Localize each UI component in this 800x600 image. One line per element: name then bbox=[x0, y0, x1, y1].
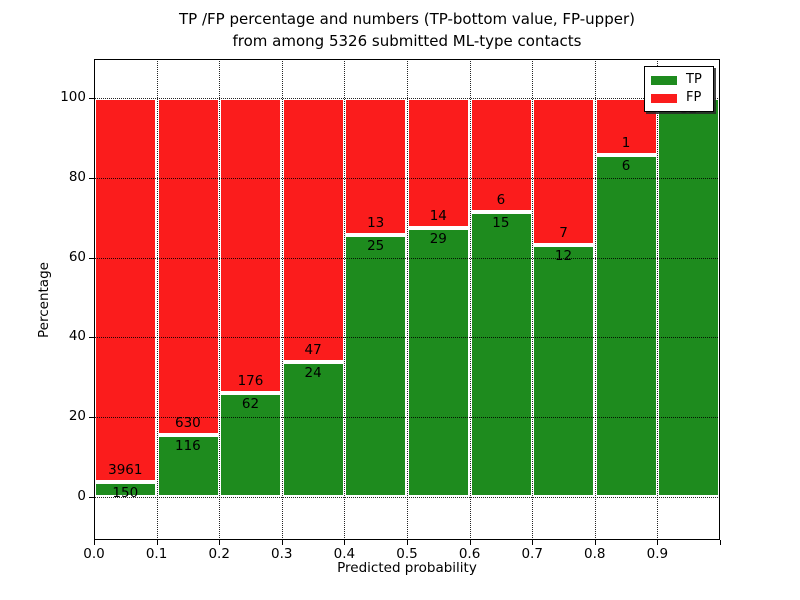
bar-fp-0 bbox=[94, 98, 158, 483]
chart-title-line1: TP /FP percentage and numbers (TP-bottom… bbox=[179, 10, 635, 28]
x-tick-label-2: 0.2 bbox=[208, 546, 230, 562]
x-tick-6 bbox=[469, 540, 471, 545]
bar-label-tp-7: 12 bbox=[554, 248, 573, 264]
x-tick-3 bbox=[281, 540, 283, 545]
bar-fp-4 bbox=[344, 98, 408, 235]
bar-tp-3 bbox=[281, 362, 345, 497]
bar-tp-7 bbox=[532, 245, 596, 497]
bar-label-tp-5: 29 bbox=[429, 230, 447, 247]
x-tick-label-3: 0.3 bbox=[271, 546, 293, 562]
bar-label-fp-5: 14 bbox=[429, 207, 447, 224]
legend: TP FP bbox=[644, 66, 714, 112]
gridline-v-4 bbox=[344, 59, 346, 540]
legend-swatch-tp bbox=[651, 75, 677, 85]
x-tick-0 bbox=[94, 540, 95, 545]
bar-tp-5 bbox=[407, 227, 471, 497]
x-tick-label-0: 0.0 bbox=[83, 546, 105, 562]
x-tick-label-4: 0.4 bbox=[333, 546, 356, 562]
y-tick-0 bbox=[89, 497, 94, 498]
bar-fp-6 bbox=[469, 98, 533, 212]
bar-label-tp-0: 150 bbox=[112, 485, 139, 502]
x-tick-label-5: 0.5 bbox=[396, 546, 418, 562]
legend-label-fp: FP bbox=[686, 90, 702, 105]
y-axis-label: Percentage bbox=[36, 262, 52, 338]
y-tick-80 bbox=[89, 177, 94, 179]
y-tick-label-0: 0 bbox=[77, 488, 86, 504]
x-tick-8 bbox=[594, 540, 596, 545]
gridline-h-20 bbox=[94, 417, 720, 419]
bar-fp-7 bbox=[532, 98, 596, 245]
plot-area: 3961150630116176624724132514296157121632 bbox=[94, 59, 721, 540]
gridline-v-1 bbox=[156, 59, 158, 540]
gridline-h-40 bbox=[94, 337, 720, 339]
bar-label-tp-1: 116 bbox=[175, 437, 201, 454]
y-tick-label-100: 100 bbox=[60, 89, 86, 105]
x-tick-label-1: 0.1 bbox=[145, 546, 168, 562]
gridline-v-2 bbox=[219, 59, 221, 540]
x-tick-7 bbox=[532, 540, 534, 545]
bar-label-fp-2: 176 bbox=[237, 373, 264, 390]
y-tick-100 bbox=[89, 98, 94, 99]
x-tick-label-8: 0.8 bbox=[584, 546, 606, 562]
bar-label-tp-3: 24 bbox=[304, 365, 322, 382]
bar-label-fp-4: 13 bbox=[367, 214, 385, 231]
bar-label-tp-2: 62 bbox=[241, 396, 260, 413]
gridline-v-7 bbox=[532, 59, 534, 540]
gridline-h-60 bbox=[94, 257, 720, 259]
bar-label-fp-1: 630 bbox=[175, 414, 201, 431]
gridline-v-5 bbox=[407, 59, 408, 540]
y-tick-60 bbox=[89, 257, 94, 259]
x-tick-2 bbox=[219, 540, 221, 545]
x-tick-5 bbox=[407, 540, 408, 545]
legend-label-tp: TP bbox=[686, 72, 702, 87]
bar-label-fp-8: 1 bbox=[621, 135, 631, 151]
x-tick-10 bbox=[720, 540, 721, 545]
bar-fp-5 bbox=[407, 98, 471, 228]
gridline-h-0 bbox=[94, 497, 720, 498]
y-tick-label-80: 80 bbox=[68, 168, 86, 185]
y-tick-label-20: 20 bbox=[68, 408, 86, 425]
legend-item-tp: TP bbox=[651, 71, 708, 89]
y-tick-20 bbox=[89, 417, 94, 419]
bar-label-fp-3: 47 bbox=[304, 342, 322, 359]
gridline-v-6 bbox=[469, 59, 471, 540]
bar-fp-3 bbox=[281, 98, 345, 363]
gridline-h-80 bbox=[94, 177, 720, 179]
x-tick-1 bbox=[156, 540, 158, 545]
bar-tp-9 bbox=[657, 98, 721, 497]
x-tick-label-6: 0.6 bbox=[458, 546, 481, 562]
bar-label-tp-4: 25 bbox=[367, 237, 385, 254]
bar-tp-0 bbox=[94, 482, 158, 497]
gridline-v-8 bbox=[594, 59, 596, 540]
y-tick-40 bbox=[89, 337, 94, 339]
gridline-h-100 bbox=[94, 98, 720, 99]
chart-title-line2: from among 5326 submitted ML-type contac… bbox=[232, 32, 582, 50]
gridline-v-9 bbox=[657, 59, 659, 540]
x-axis-label: Predicted probability bbox=[337, 560, 477, 576]
bar-label-fp-7: 7 bbox=[559, 225, 568, 241]
bar-tp-1 bbox=[156, 434, 220, 497]
bar-label-fp-0: 3961 bbox=[108, 462, 143, 479]
gridline-v-3 bbox=[281, 59, 283, 540]
bar-tp-8 bbox=[594, 155, 658, 497]
bar-label-tp-6: 15 bbox=[492, 215, 510, 231]
bar-tp-4 bbox=[344, 234, 408, 497]
legend-swatch-fp bbox=[651, 93, 677, 103]
legend-item-fp: FP bbox=[651, 89, 708, 107]
bar-label-fp-6: 6 bbox=[496, 192, 506, 208]
bar-fp-2 bbox=[219, 98, 283, 394]
bar-tp-2 bbox=[219, 393, 283, 497]
x-tick-9 bbox=[657, 540, 659, 545]
x-tick-label-7: 0.7 bbox=[521, 546, 543, 562]
y-tick-label-40: 40 bbox=[68, 328, 86, 345]
bar-label-tp-8: 6 bbox=[621, 158, 631, 174]
x-tick-4 bbox=[344, 540, 346, 545]
y-tick-label-60: 60 bbox=[68, 248, 86, 265]
bar-fp-1 bbox=[156, 98, 220, 435]
x-tick-label-9: 0.9 bbox=[646, 546, 669, 562]
bar-tp-6 bbox=[469, 212, 533, 497]
